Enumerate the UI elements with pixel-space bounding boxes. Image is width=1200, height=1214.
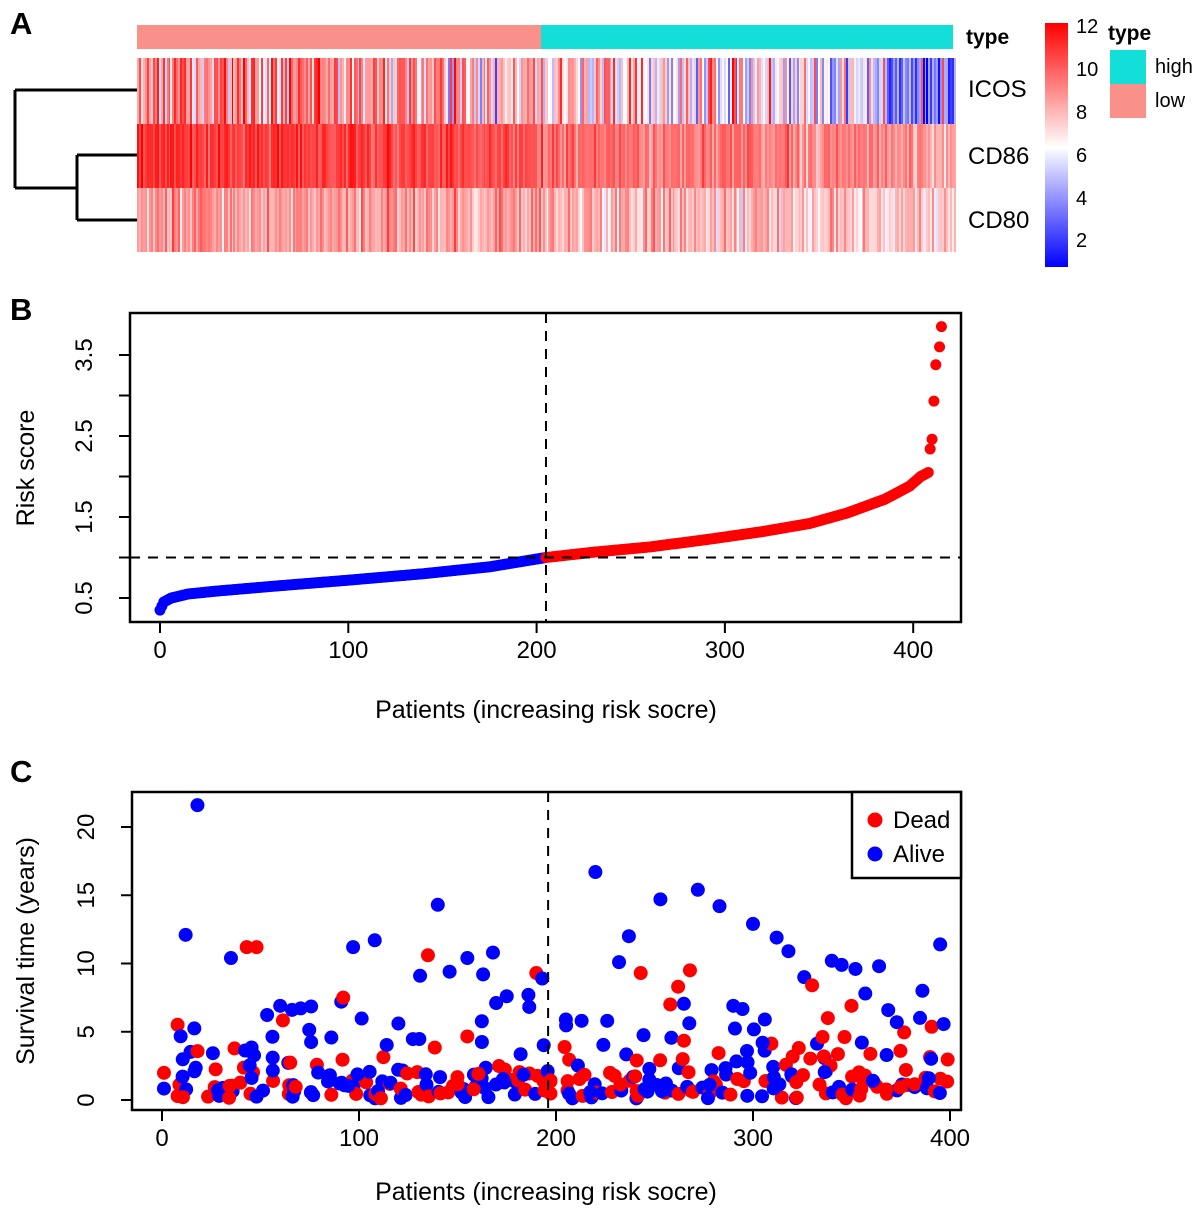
svg-text:300: 300	[705, 637, 745, 664]
low-group-label: low	[1155, 89, 1186, 112]
svg-text:20: 20	[73, 814, 100, 841]
svg-text:0: 0	[73, 1093, 100, 1106]
svg-text:1.5: 1.5	[71, 500, 98, 533]
type-legend-entry-low: low	[1110, 84, 1193, 118]
svg-text:100: 100	[328, 637, 368, 664]
svg-text:3.5: 3.5	[71, 338, 98, 371]
dendrogram	[13, 88, 137, 222]
b-cutoff-lines	[130, 313, 961, 622]
c-x-axis-title: Patients (increasing risk socre)	[375, 1178, 717, 1206]
panel-b-label: B	[10, 292, 33, 327]
heatmap-row-cd86	[137, 124, 956, 188]
heatmap-row-label-icos: ICOS	[968, 76, 1027, 103]
b-y-axis-title: Risk score	[12, 410, 40, 527]
heatmap-colorbar	[1045, 23, 1068, 267]
heatmap-row-icos	[137, 58, 956, 124]
svg-text:0: 0	[153, 637, 166, 664]
high-group-swatch	[1110, 50, 1146, 84]
svg-text:400: 400	[930, 1125, 970, 1152]
colorbar-tick-2: 2	[1076, 230, 1088, 253]
c-legend-label-dead: Dead	[893, 807, 950, 834]
colorbar-tick-8: 8	[1076, 101, 1088, 124]
c-plot-frame	[130, 790, 963, 1112]
svg-text:300: 300	[733, 1125, 773, 1152]
dendrogram-lines	[13, 88, 137, 222]
svg-text:200: 200	[517, 637, 557, 664]
panel-c-label: C	[10, 754, 33, 789]
type-legend: high low	[1110, 50, 1193, 118]
heatmap-row-label-cd86: CD86	[968, 143, 1030, 170]
type-legend-entry-high: high	[1110, 50, 1193, 84]
svg-text:15: 15	[73, 882, 100, 909]
high-group-label: high	[1155, 55, 1193, 78]
svg-text:400: 400	[893, 637, 933, 664]
colorbar-tick-10: 10	[1076, 59, 1099, 82]
c-legend-dot-alive	[867, 846, 883, 862]
b-x-axis-title: Patients (increasing risk socre)	[375, 696, 717, 724]
c-points	[156, 798, 955, 1106]
panel-a-label: A	[10, 6, 33, 41]
b-tick-labels: 0.5 1.5 2.5 3.5 0 100 200 300 400	[71, 338, 933, 664]
svg-text:10: 10	[73, 950, 100, 977]
colorbar-tick-12: 12	[1076, 16, 1099, 39]
risk-score-plot: 0.5 1.5 2.5 3.5 0 100 200 300 400 Patients (incre…	[12, 311, 963, 724]
b-axes	[119, 354, 915, 633]
svg-text:200: 200	[536, 1125, 576, 1152]
annotation-group-low	[137, 25, 542, 49]
colorbar-tick-6: 6	[1076, 144, 1088, 167]
heatmap-row-cd80	[137, 188, 956, 252]
annotation-group-high	[541, 25, 953, 49]
svg-text:5: 5	[73, 1025, 100, 1038]
c-y-axis-title: Survival time (years)	[12, 837, 40, 1065]
type-legend-title: type	[1108, 22, 1152, 45]
c-legend-dot-dead	[867, 812, 883, 828]
svg-text:0: 0	[155, 1125, 168, 1152]
c-axes	[121, 826, 951, 1121]
c-legend: Dead Alive	[850, 790, 963, 880]
svg-text:2.5: 2.5	[71, 419, 98, 452]
c-legend-label-alive: Alive	[893, 841, 945, 868]
annotation-bar-label: type	[966, 26, 1010, 49]
svg-text:0.5: 0.5	[71, 581, 98, 614]
expression-heatmap	[137, 58, 956, 252]
colorbar-tick-4: 4	[1076, 187, 1088, 210]
svg-text:100: 100	[339, 1125, 379, 1152]
annotation-bar	[137, 25, 953, 49]
low-group-swatch	[1110, 84, 1146, 118]
b-points	[154, 321, 947, 616]
heatmap-row-label-cd80: CD80	[968, 207, 1030, 234]
b-plot-frame	[128, 311, 963, 624]
